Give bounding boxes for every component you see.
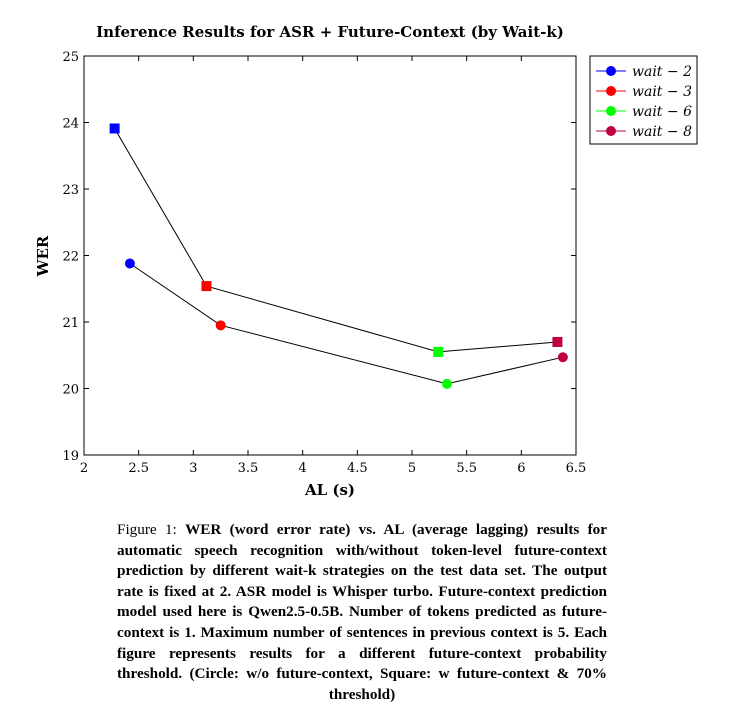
x-tick-label: 4 [299, 461, 307, 476]
series-line-circle [129, 263, 564, 385]
x-tick-label: 5 [408, 461, 416, 476]
y-tick-label: 19 [62, 449, 79, 464]
x-axis: 2 2.5 3 3.5 4 4.5 5 5.5 6 6.5 [80, 56, 586, 476]
square-point-2 [433, 346, 444, 357]
x-tick-label: 6 [517, 461, 525, 476]
chart: Inference Results for ASR + Future-Conte… [34, 23, 698, 499]
legend-marker [606, 66, 616, 76]
circle-point-1 [215, 320, 226, 331]
series-lines [114, 128, 564, 385]
caption-label: Figure 1: [117, 521, 177, 538]
series-line-square [114, 128, 558, 353]
legend-label: wait − 2 [632, 64, 692, 80]
square-point-3 [552, 336, 563, 347]
legend: wait − 2 wait − 3 wait − 6 wait − 8 [589, 55, 698, 145]
square-point-0 [109, 123, 120, 134]
x-axis-label: AL (s) [304, 481, 355, 499]
circle-point-0 [124, 258, 135, 269]
y-tick-label: 22 [62, 250, 79, 265]
x-tick-label: 6.5 [566, 461, 587, 476]
chart-title: Inference Results for ASR + Future-Conte… [96, 23, 564, 41]
legend-label: wait − 3 [632, 84, 692, 100]
y-axis: 19 20 21 22 23 24 25 [62, 50, 576, 464]
caption-text: WER (word error rate) vs. AL (average la… [117, 521, 607, 703]
x-tick-label: 3.5 [238, 461, 259, 476]
legend-marker [606, 126, 616, 136]
y-tick-label: 24 [62, 117, 79, 132]
square-point-1 [201, 281, 212, 292]
y-tick-label: 23 [62, 183, 79, 198]
circle-point-2 [441, 378, 452, 389]
figure-caption: Figure 1: WER (word error rate) vs. AL (… [117, 520, 607, 705]
x-tick-label: 3 [189, 461, 197, 476]
x-tick-label: 5.5 [456, 461, 477, 476]
x-tick-label: 2.5 [128, 461, 149, 476]
legend-label: wait − 8 [632, 124, 692, 140]
legend-marker [606, 106, 616, 116]
y-tick-label: 25 [62, 50, 79, 65]
legend-marker [606, 86, 616, 96]
y-tick-label: 20 [62, 383, 79, 398]
series-markers [109, 123, 568, 389]
x-tick-label: 4.5 [347, 461, 368, 476]
y-tick-label: 21 [62, 316, 79, 331]
y-axis-label: WER [34, 235, 52, 277]
circle-point-3 [557, 352, 568, 363]
plot-area [83, 55, 577, 456]
x-tick-label: 2 [80, 461, 88, 476]
legend-label: wait − 6 [632, 104, 692, 120]
